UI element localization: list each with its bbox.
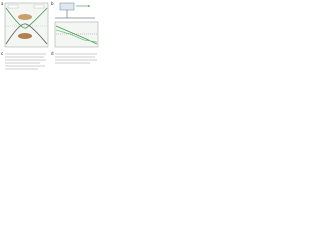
device-box <box>59 2 75 11</box>
left-plot <box>4 2 49 48</box>
captions <box>5 53 97 70</box>
plot-frame <box>4 2 49 48</box>
page: a b c d (() => { const data = JSON.parse… <box>0 0 320 90</box>
panel-label: b <box>51 1 54 6</box>
label-box <box>33 4 45 9</box>
panel-label: a <box>1 1 4 6</box>
inset-image <box>18 33 32 39</box>
curve <box>55 29 98 43</box>
inset-image <box>18 14 32 20</box>
right-plot <box>54 21 99 48</box>
panel-label: d <box>51 51 54 56</box>
curve <box>5 7 48 29</box>
curve <box>5 23 48 45</box>
label-box <box>7 4 19 9</box>
figure: a b c d <box>1 1 99 70</box>
schematic <box>55 2 95 19</box>
panel-label: c <box>1 51 3 56</box>
connector <box>55 10 95 19</box>
arrow-head <box>88 5 90 7</box>
